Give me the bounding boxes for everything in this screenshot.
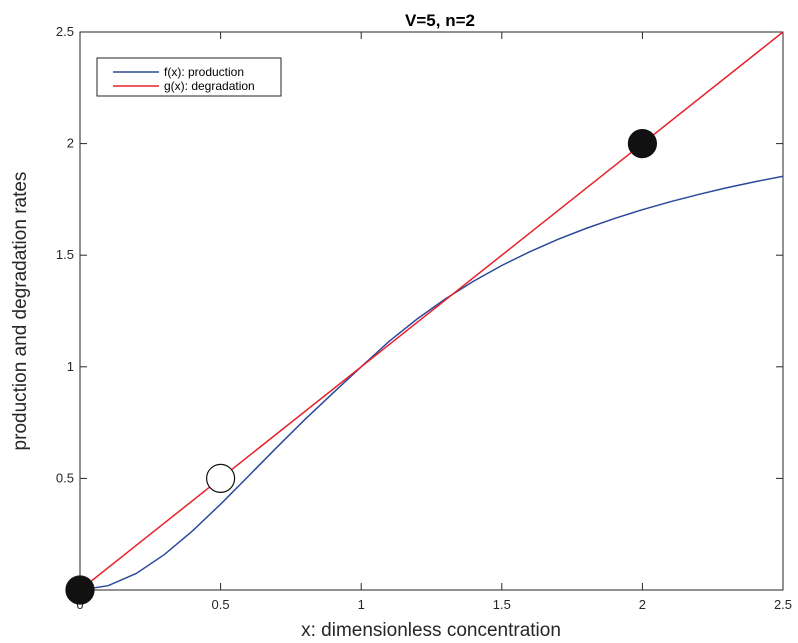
fixed-point-marker: [206, 463, 236, 493]
y-tick-label: 2.5: [56, 24, 74, 39]
chart-title: V=5, n=2: [405, 11, 475, 30]
x-axis-label: x: dimensionless concentration: [301, 620, 561, 641]
x-tick-label: 0.5: [212, 597, 230, 612]
y-tick-label: 0.5: [56, 470, 74, 485]
fixed-point-markers: [65, 129, 658, 605]
x-tick-label: 1: [358, 597, 365, 612]
y-tick-labels: 00.511.522.5: [56, 24, 74, 597]
y-tick-label: 2: [67, 136, 74, 151]
fixed-point-marker: [627, 129, 658, 159]
x-tick-labels: 00.511.522.5: [76, 597, 792, 612]
fixed-point-marker: [65, 575, 95, 605]
series-line-degradation: [79, 31, 784, 591]
legend: f(x): production g(x): degradation: [96, 57, 282, 97]
x-tick-label: 2.5: [774, 597, 792, 612]
series-layer: [79, 31, 784, 591]
legend-label-degradation: g(x): degradation: [164, 79, 255, 93]
series-line-production: [79, 175, 784, 591]
y-tick-label: 1: [67, 359, 74, 374]
y-tick-label: 1.5: [56, 247, 74, 262]
x-tick-label: 2: [639, 597, 646, 612]
legend-box: [96, 57, 282, 97]
x-tick-label: 1.5: [493, 597, 511, 612]
legend-label-production: f(x): production: [164, 65, 244, 79]
y-axis-label: production and degradation rates: [10, 172, 31, 451]
